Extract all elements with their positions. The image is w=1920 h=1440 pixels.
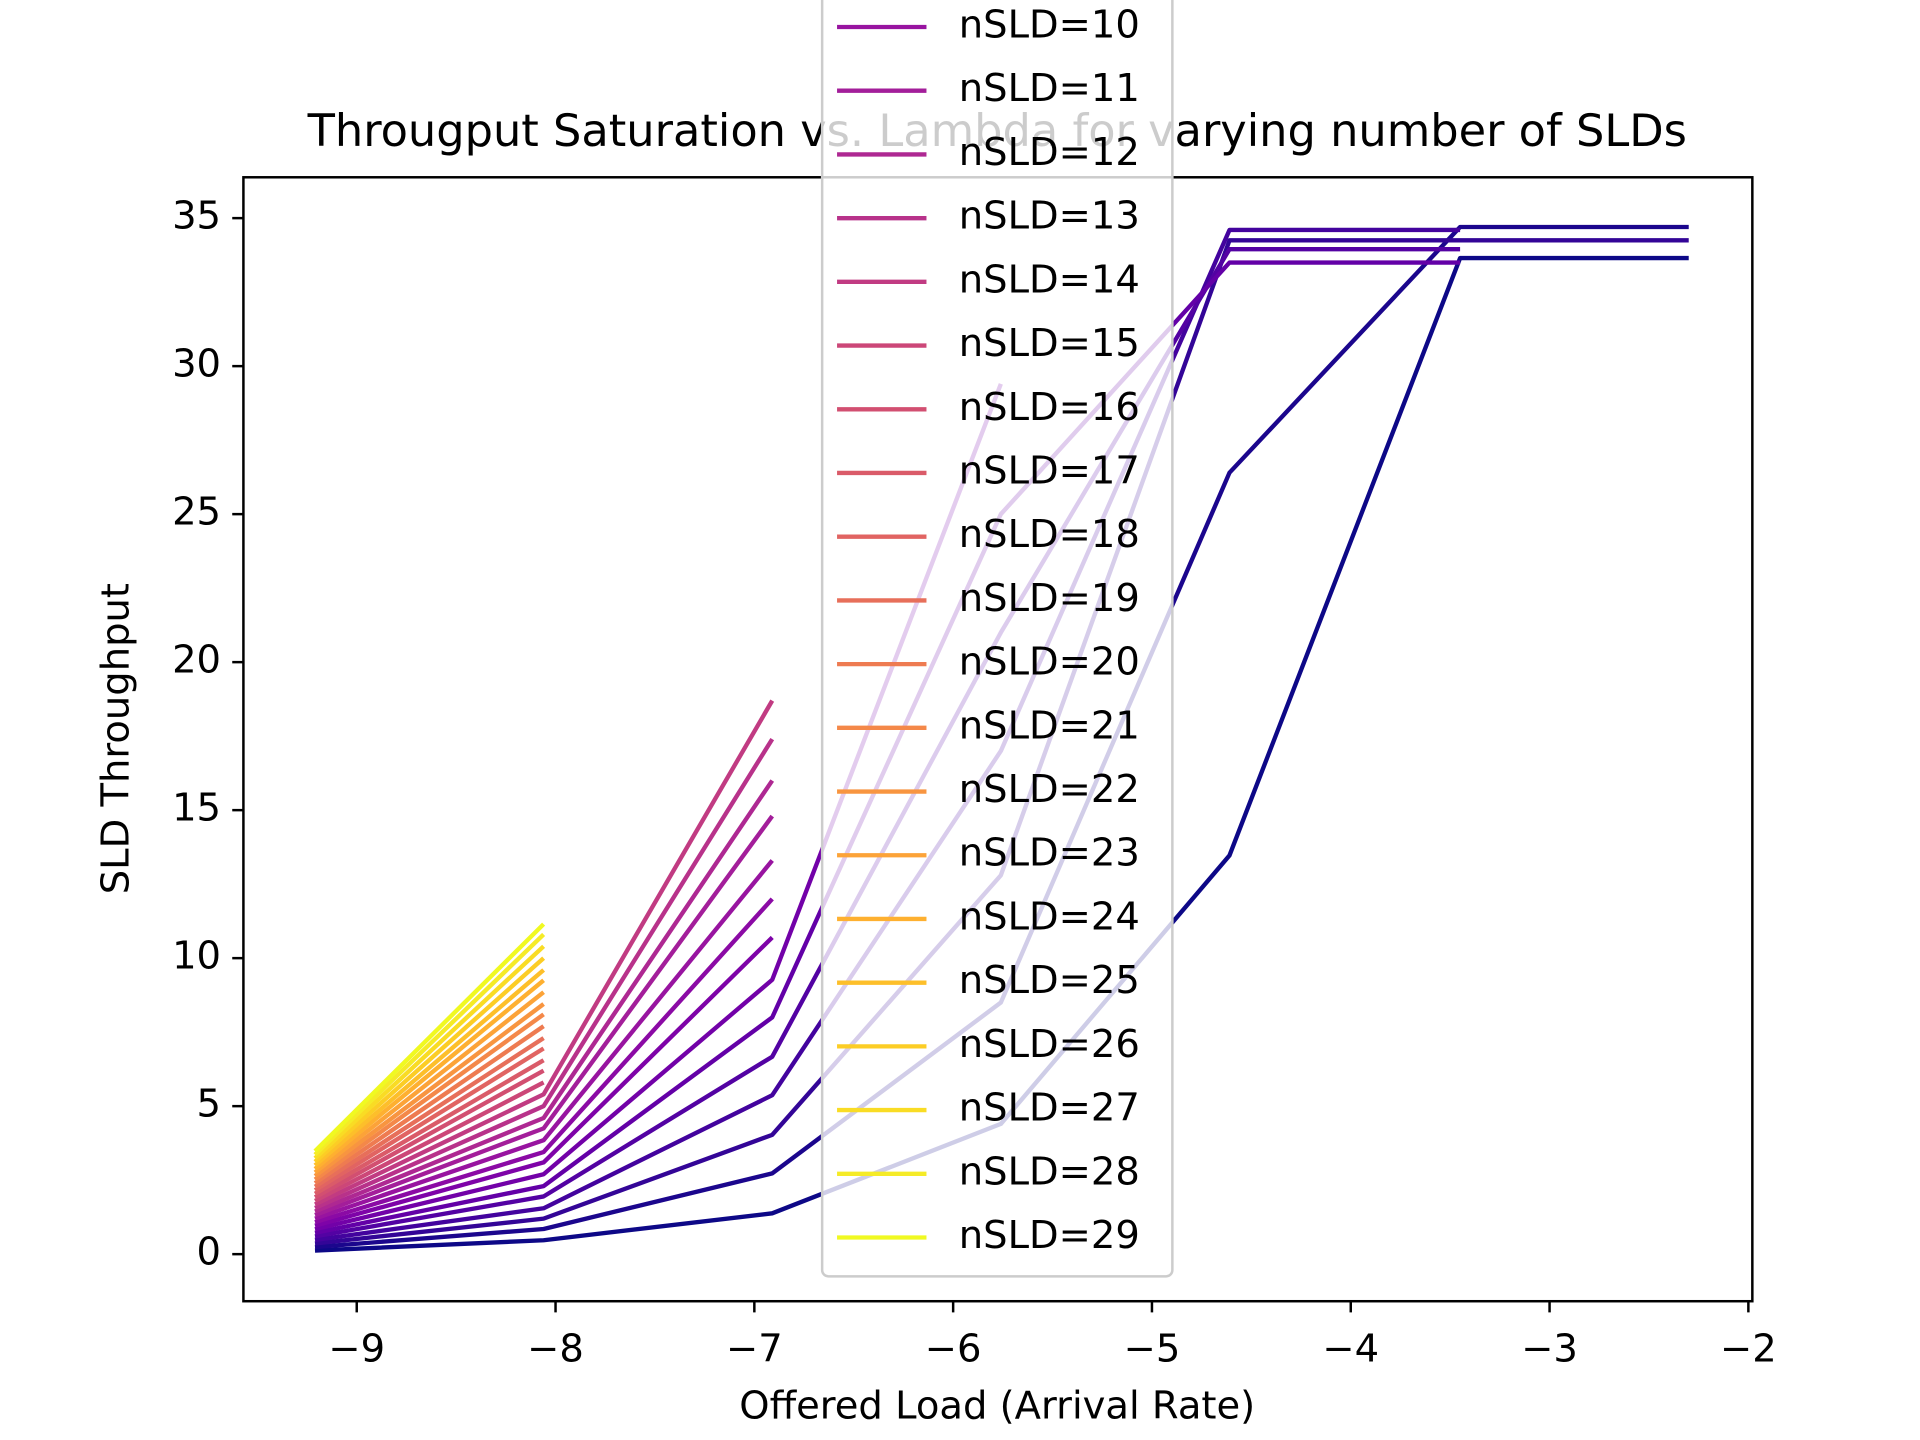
series-line — [314, 814, 774, 1218]
x-tick-label: −5 — [1124, 1326, 1181, 1371]
y-tick-label: 0 — [197, 1230, 222, 1275]
series-line — [313, 932, 546, 1157]
y-tick-label: 10 — [172, 934, 221, 979]
series-line — [314, 737, 775, 1210]
legend-label: nSLD=21 — [959, 703, 1140, 748]
x-tick-label: −3 — [1521, 1326, 1578, 1371]
x-tick-label: −8 — [527, 1326, 584, 1371]
y-tick-label: 20 — [172, 638, 221, 683]
legend-label: nSLD=28 — [959, 1149, 1140, 1194]
legend-label: nSLD=27 — [959, 1086, 1140, 1131]
series-line — [313, 1024, 545, 1185]
y-tick-label: 5 — [197, 1082, 222, 1127]
series-line — [313, 1068, 545, 1200]
series-line — [314, 897, 774, 1225]
x-tick-label: −9 — [328, 1326, 385, 1371]
legend-label: nSLD=24 — [959, 894, 1140, 939]
legend-label: nSLD=22 — [959, 767, 1140, 812]
series-line — [313, 1080, 545, 1203]
series-line — [314, 779, 775, 1214]
legend-label: nSLD=18 — [959, 512, 1140, 557]
legend-label: nSLD=25 — [959, 958, 1140, 1003]
legend-label: nSLD=26 — [959, 1022, 1140, 1067]
legend-label: nSLD=19 — [959, 576, 1140, 621]
legend-box — [820, 0, 1174, 1278]
y-tick-label: 15 — [172, 786, 221, 831]
y-tick-label: 30 — [172, 342, 221, 387]
series-line — [314, 935, 774, 1228]
x-tick-label: −7 — [726, 1326, 783, 1371]
legend-label: nSLD=29 — [959, 1213, 1140, 1258]
legend-label: nSLD=17 — [959, 448, 1140, 493]
legend-label: nSLD=23 — [959, 831, 1140, 876]
series-line — [314, 699, 775, 1207]
series-line — [313, 1046, 545, 1193]
legend-label: nSLD=16 — [959, 385, 1140, 430]
series-line — [314, 859, 774, 1221]
series-line — [313, 1058, 545, 1196]
series-line — [313, 1036, 545, 1189]
x-tick-label: −2 — [1720, 1326, 1777, 1371]
series-line — [313, 944, 546, 1160]
series-line — [313, 978, 545, 1171]
legend-label: nSLD=20 — [959, 640, 1140, 685]
legend-label: nSLD=10 — [959, 3, 1140, 48]
legend-label: nSLD=11 — [959, 66, 1140, 111]
series-line — [313, 1002, 545, 1178]
x-axis-label: Offered Load (Arrival Rate) — [739, 1384, 1255, 1429]
x-tick-label: −6 — [925, 1326, 982, 1371]
legend-label: nSLD=13 — [959, 194, 1140, 239]
y-tick-label: 35 — [172, 194, 221, 239]
series-line — [313, 990, 545, 1175]
y-axis-label: SLD Throughput — [93, 583, 138, 894]
series-line — [313, 968, 546, 1168]
series-line — [313, 1012, 545, 1182]
y-tick-label: 25 — [172, 490, 221, 535]
x-tick-label: −4 — [1322, 1326, 1379, 1371]
series-line — [313, 922, 546, 1153]
legend-label: nSLD=15 — [959, 321, 1140, 366]
legend-label: nSLD=12 — [959, 130, 1140, 175]
legend-label: nSLD=14 — [959, 257, 1140, 302]
series-line — [313, 956, 546, 1164]
